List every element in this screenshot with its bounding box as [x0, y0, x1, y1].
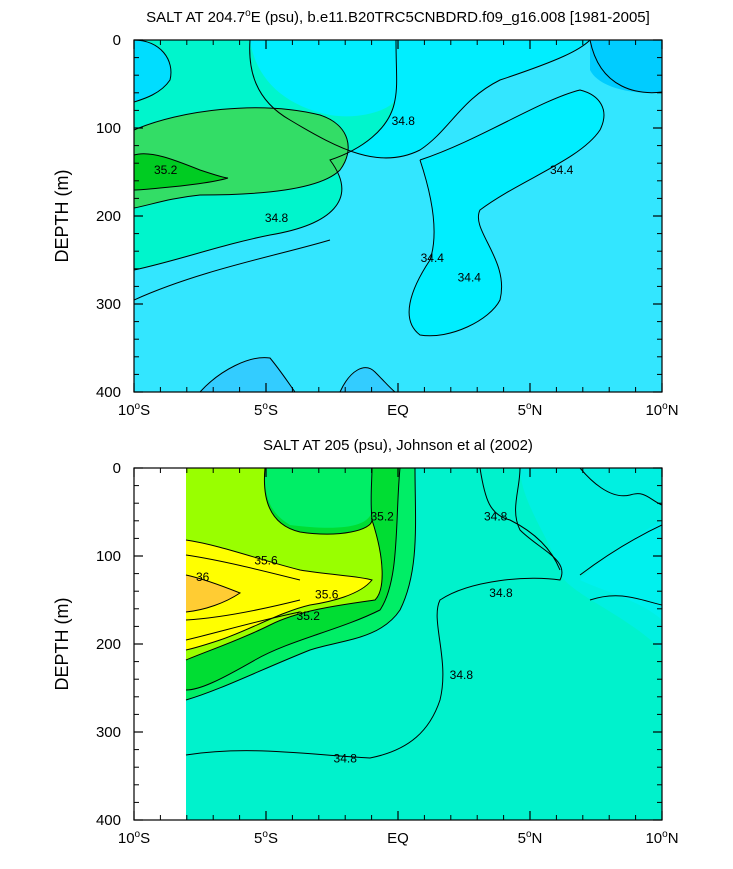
y-tick-label: 100 — [96, 120, 121, 137]
panel1-fill — [134, 40, 662, 392]
contour-label: 34.8 — [450, 668, 474, 682]
contour-label: 34.8 — [334, 751, 358, 765]
x-tick-label: 10oN — [645, 829, 678, 847]
panel2-contour-labels: 35.2 34.8 35.6 36 35.6 35.2 34.8 34.8 34.8 — [196, 509, 513, 765]
x-tick-label: 10oS — [118, 401, 150, 419]
panel2-title: SALT AT 205 (psu), Johnson et al (2002) — [263, 437, 533, 454]
panel1-ylabel: DEPTH (m) — [52, 170, 72, 263]
x-tick-label: 10oS — [118, 829, 150, 847]
contour-label: 34.8 — [489, 586, 513, 600]
y-tick-label: 300 — [96, 724, 121, 741]
contour-label: 35.6 — [315, 588, 339, 602]
contour-label: 35.2 — [154, 163, 178, 177]
x-tick-label: 5oS — [254, 401, 278, 419]
contour-label: 34.4 — [421, 251, 445, 265]
contour-label: 35.2 — [370, 509, 394, 523]
x-tick-label: EQ — [387, 402, 409, 419]
contour-label: 35.2 — [297, 609, 321, 623]
contour-label: 34.8 — [484, 509, 508, 523]
panel2-ylabel: DEPTH (m) — [52, 598, 72, 691]
panel2-contours — [185, 468, 662, 759]
contour-label: 36 — [196, 570, 210, 584]
y-tick-label: 200 — [96, 636, 121, 653]
y-tick-label: 100 — [96, 548, 121, 565]
contour-label: 34.8 — [265, 211, 289, 225]
x-tick-label: 5oS — [254, 829, 278, 847]
y-tick-label: 0 — [113, 460, 121, 477]
x-tick-label: 5oN — [518, 401, 543, 419]
panel2-axes: 10oS 5oS EQ 5oN 10oN 0 100 200 300 400 — [96, 460, 679, 847]
x-tick-label: EQ — [387, 830, 409, 847]
x-tick-label: 5oN — [518, 829, 543, 847]
contour-label: 34.4 — [458, 271, 482, 285]
x-tick-label: 10oN — [645, 401, 678, 419]
panel2-fill — [186, 468, 662, 820]
panel1-title: SALT AT 204.7oE (psu), b.e11.B20TRC5CNBD… — [146, 8, 650, 26]
y-tick-label: 0 — [113, 32, 121, 49]
y-tick-label: 400 — [96, 812, 121, 829]
contour-label: 35.6 — [254, 553, 278, 567]
panel1-contour-labels: 35.2 34.8 34.8 34.4 34.4 34.4 — [154, 114, 574, 285]
y-tick-label: 200 — [96, 208, 121, 225]
contour-label: 34.8 — [392, 114, 416, 128]
panel1-axes: 10oS 5oS EQ 5oN 10oN 0 100 200 300 400 — [96, 32, 679, 419]
y-tick-label: 400 — [96, 384, 121, 401]
contour-label: 34.4 — [550, 163, 574, 177]
y-tick-label: 300 — [96, 296, 121, 313]
panel1-contours — [134, 40, 662, 392]
